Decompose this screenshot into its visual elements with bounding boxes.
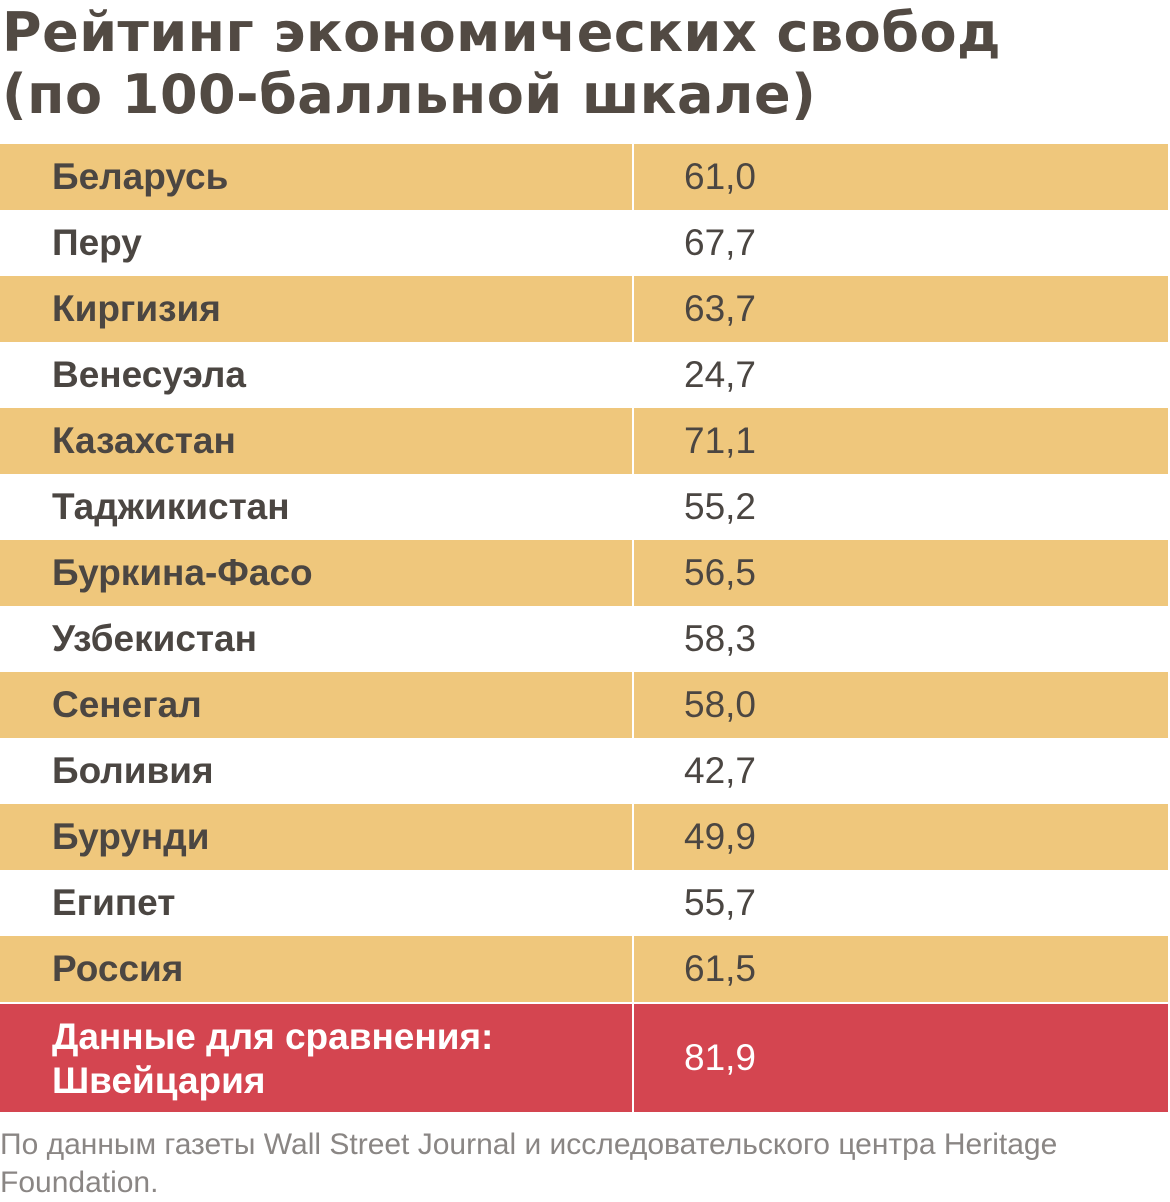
country-name: Беларусь: [52, 156, 229, 197]
table-row: Таджикистан 55,2: [0, 474, 1168, 540]
country-name: Буркина-Фасо: [52, 552, 313, 593]
table-row: Египет 55,7: [0, 870, 1168, 936]
score-value: 42,7: [632, 738, 1168, 804]
score-value: 71,1: [632, 408, 1168, 474]
chart-title: Рейтинг экономических свобод (по 100-бал…: [0, 0, 1170, 126]
chart-title-line-2: (по 100-балльной шкале): [2, 63, 817, 126]
comparison-label: Данные для сравнения: Швейцария: [0, 1004, 632, 1112]
chart-title-line-1: Рейтинг экономических свобод: [2, 1, 1002, 64]
comparison-label-line-1: Данные для сравнения:: [52, 1016, 494, 1057]
score-value: 58,3: [632, 606, 1168, 672]
table-row: Бурунди 49,9: [0, 804, 1168, 870]
score-value: 58,0: [632, 672, 1168, 738]
table-row: Узбекистан 58,3: [0, 606, 1168, 672]
comparison-row: Данные для сравнения: Швейцария 81,9: [0, 1004, 1168, 1112]
country-name: Египет: [52, 882, 176, 923]
table-row: Беларусь 61,0: [0, 144, 1168, 210]
score-value: 49,9: [632, 804, 1168, 870]
country-name: Узбекистан: [52, 618, 257, 659]
table-row: Венесуэла 24,7: [0, 342, 1168, 408]
comparison-label-line-2: Швейцария: [52, 1060, 266, 1101]
country-name: Казахстан: [52, 420, 236, 461]
score-value: 55,7: [632, 870, 1168, 936]
table-row: Буркина-Фасо 56,5: [0, 540, 1168, 606]
country-name: Россия: [52, 948, 184, 989]
table-row: Перу 67,7: [0, 210, 1168, 276]
country-name: Таджикистан: [52, 486, 290, 527]
table-row: Россия 61,5: [0, 936, 1168, 1002]
score-value: 67,7: [632, 210, 1168, 276]
rating-table: Беларусь 61,0 Перу 67,7 Киргизия 63,7 Венесуэл…: [0, 144, 1168, 1112]
table-row: Казахстан 71,1: [0, 408, 1168, 474]
country-name: Перу: [52, 222, 142, 263]
score-value: 63,7: [632, 276, 1168, 342]
source-note: По данным газеты Wall Street Journal и и…: [0, 1128, 1058, 1199]
country-name: Венесуэла: [52, 354, 246, 395]
score-value: 55,2: [632, 474, 1168, 540]
score-value: 24,7: [632, 342, 1168, 408]
table-row: Боливия 42,7: [0, 738, 1168, 804]
comparison-score: 81,9: [632, 1004, 1168, 1112]
table-row: Сенегал 58,0: [0, 672, 1168, 738]
table-row: Киргизия 63,7: [0, 276, 1168, 342]
score-value: 56,5: [632, 540, 1168, 606]
country-name: Боливия: [52, 750, 214, 791]
country-name: Киргизия: [52, 288, 221, 329]
country-name: Сенегал: [52, 684, 202, 725]
score-value: 61,0: [632, 144, 1168, 210]
score-value: 61,5: [632, 936, 1168, 1002]
country-name: Бурунди: [52, 816, 210, 857]
